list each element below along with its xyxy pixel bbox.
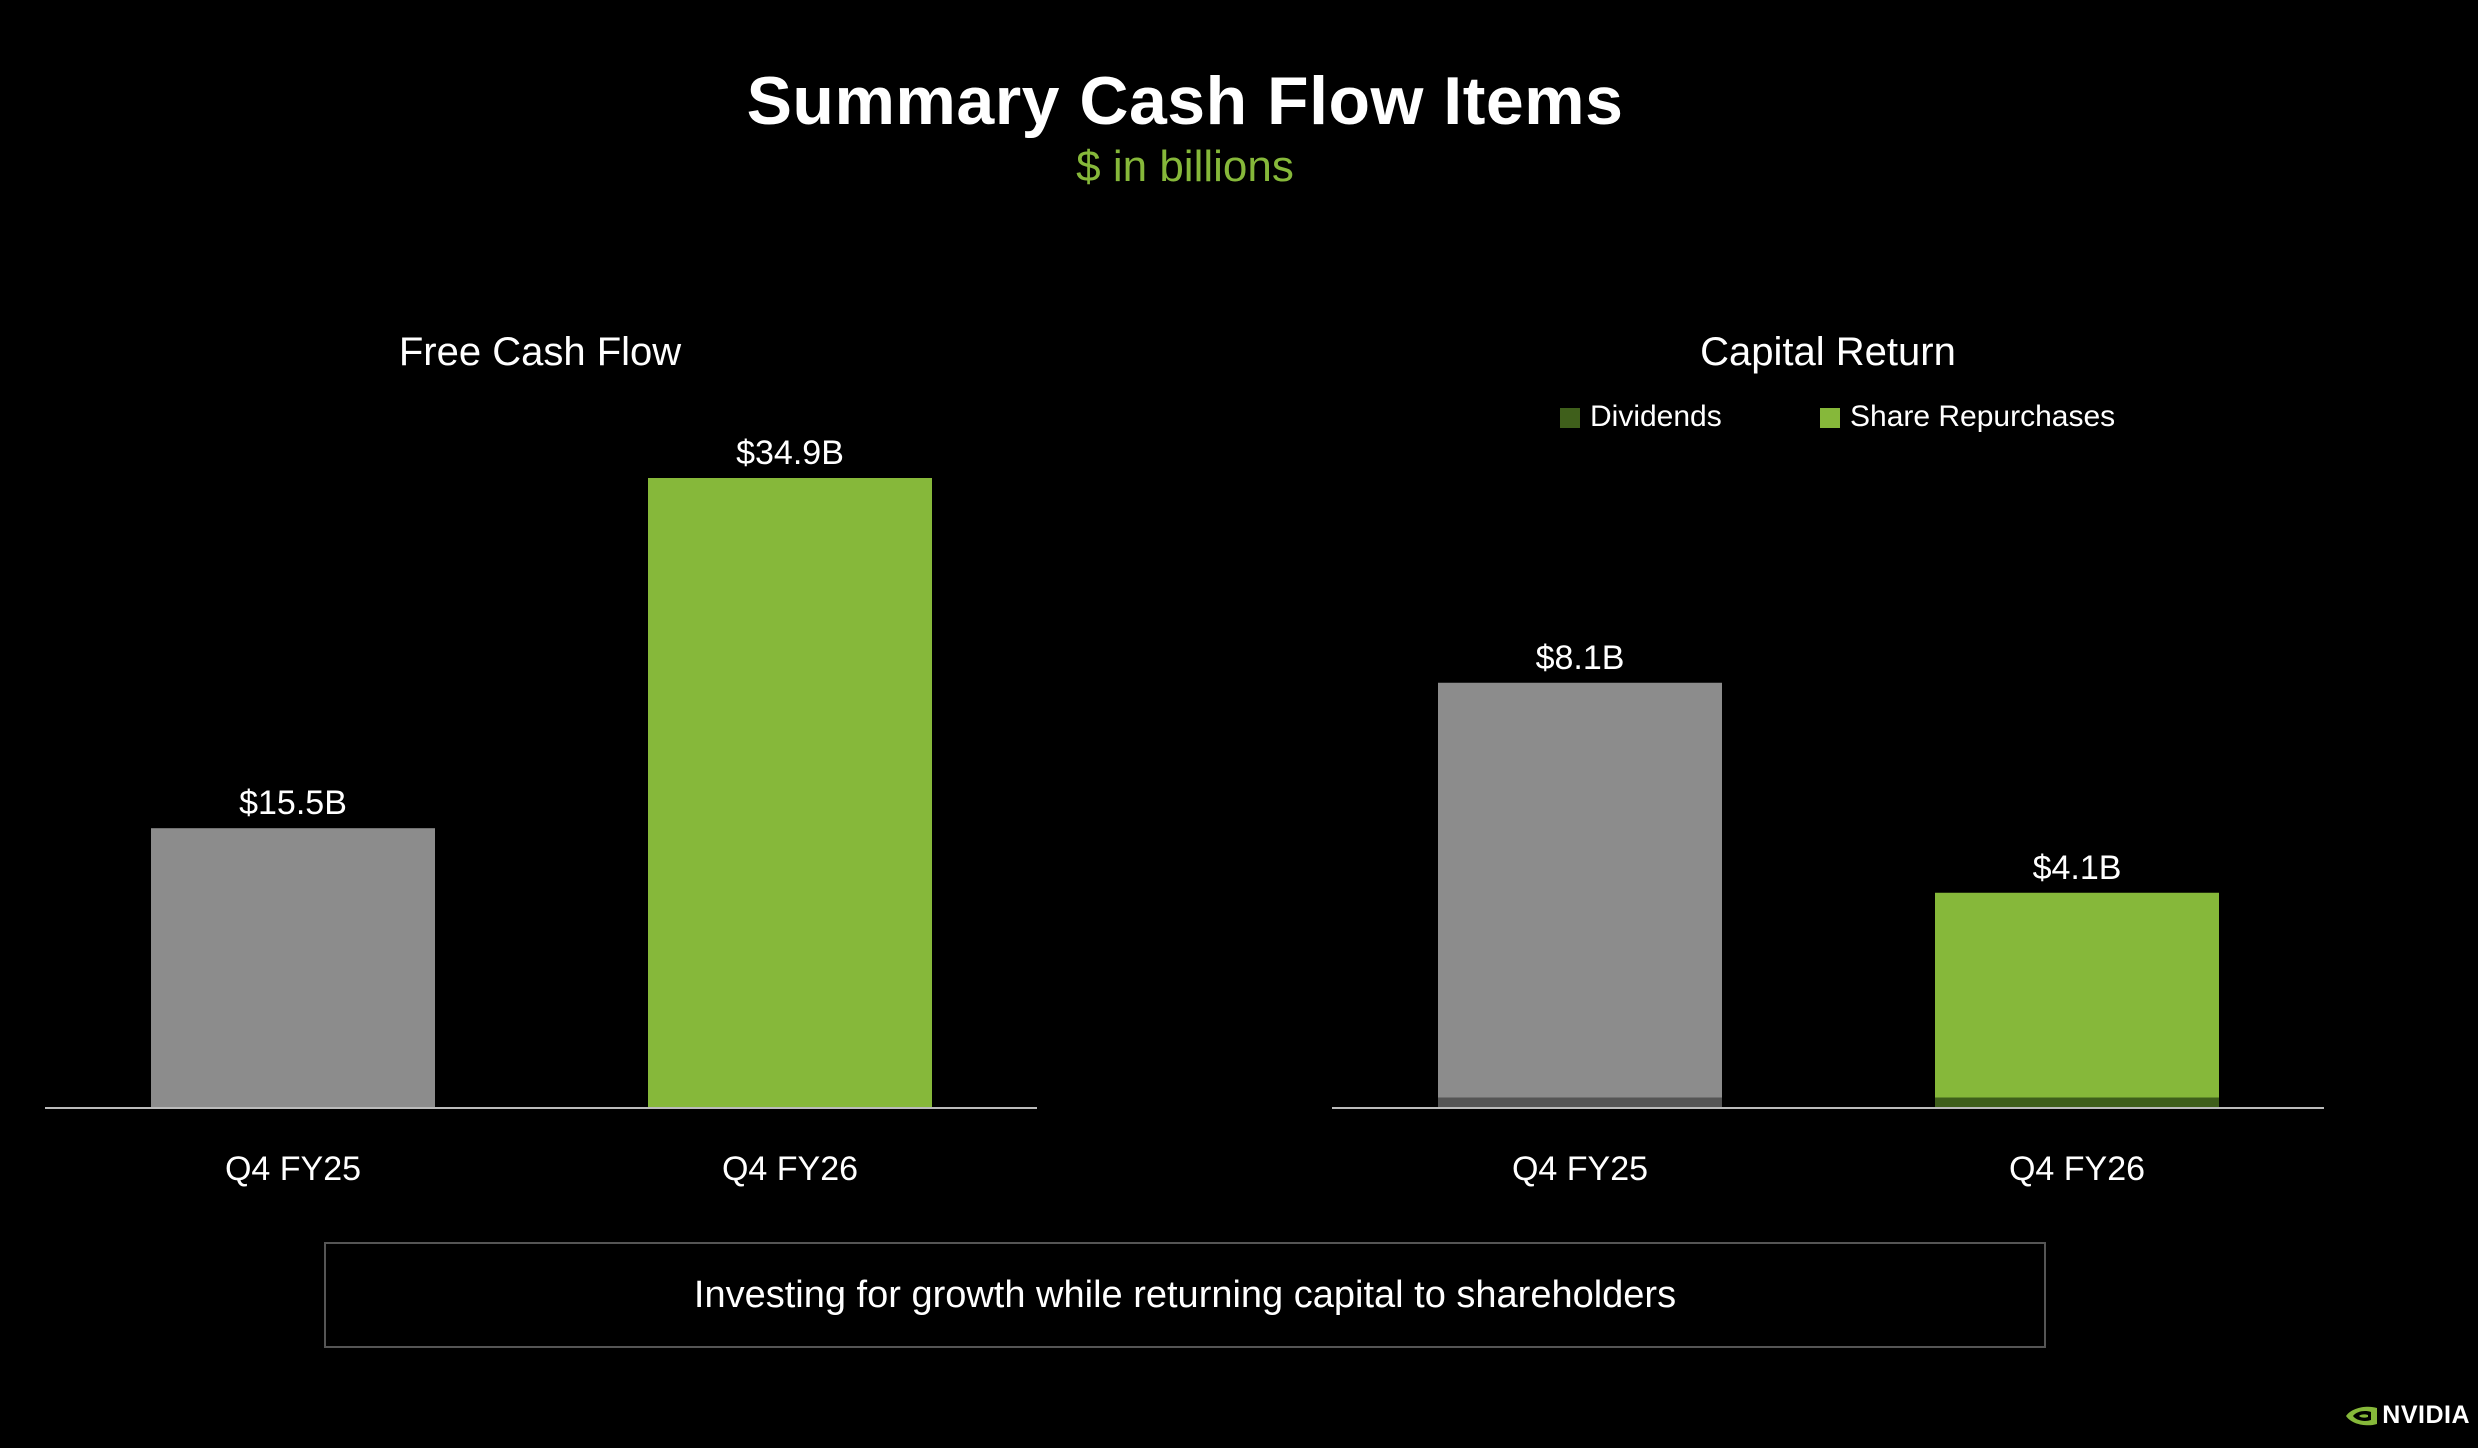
capret-bar-dividends-1 xyxy=(1935,1097,2219,1108)
capret-data-label-1: $4.1B xyxy=(2033,849,2122,887)
fcf-data-label-0: $15.5B xyxy=(239,784,347,822)
fcf-data-label-1: $34.9B xyxy=(736,434,844,472)
capret-bar-share-repurchases-0 xyxy=(1438,682,1722,1098)
capret-legend-label-share-repurchases: Share Repurchases xyxy=(1850,400,2115,433)
callout-text: Investing for growth while returning cap… xyxy=(693,1273,1677,1316)
capret-category-label-1: Q4 FY26 xyxy=(2009,1150,2145,1188)
fcf-bar-0 xyxy=(151,828,435,1108)
nvidia-eye-icon xyxy=(2346,1406,2378,1425)
capret-legend-swatch-share-repurchases xyxy=(1820,408,1840,428)
capret-legend-swatch-dividends xyxy=(1560,408,1580,428)
capret-bar-share-repurchases-1 xyxy=(1935,892,2219,1098)
capret-data-label-0: $8.1B xyxy=(1536,639,1625,677)
capret-category-label-0: Q4 FY25 xyxy=(1512,1150,1648,1188)
callout-box: Investing for growth while returning cap… xyxy=(324,1242,2046,1348)
capret-legend-label-dividends: Dividends xyxy=(1590,400,1722,433)
page-title: Summary Cash Flow Items xyxy=(746,63,1624,139)
fcf-bar-1 xyxy=(648,478,932,1108)
capret-bar-dividends-0 xyxy=(1438,1097,1722,1108)
capret-chart-title: Capital Return xyxy=(1700,330,1956,374)
page-subtitle: $ in billions xyxy=(1076,142,1294,191)
fcf-category-label-0: Q4 FY25 xyxy=(225,1150,361,1188)
fcf-chart-title: Free Cash Flow xyxy=(399,330,681,374)
nvidia-logo: NVIDIA xyxy=(2344,1401,2470,1430)
fcf-category-label-1: Q4 FY26 xyxy=(722,1150,858,1188)
logo-text: NVIDIA xyxy=(2382,1401,2470,1429)
